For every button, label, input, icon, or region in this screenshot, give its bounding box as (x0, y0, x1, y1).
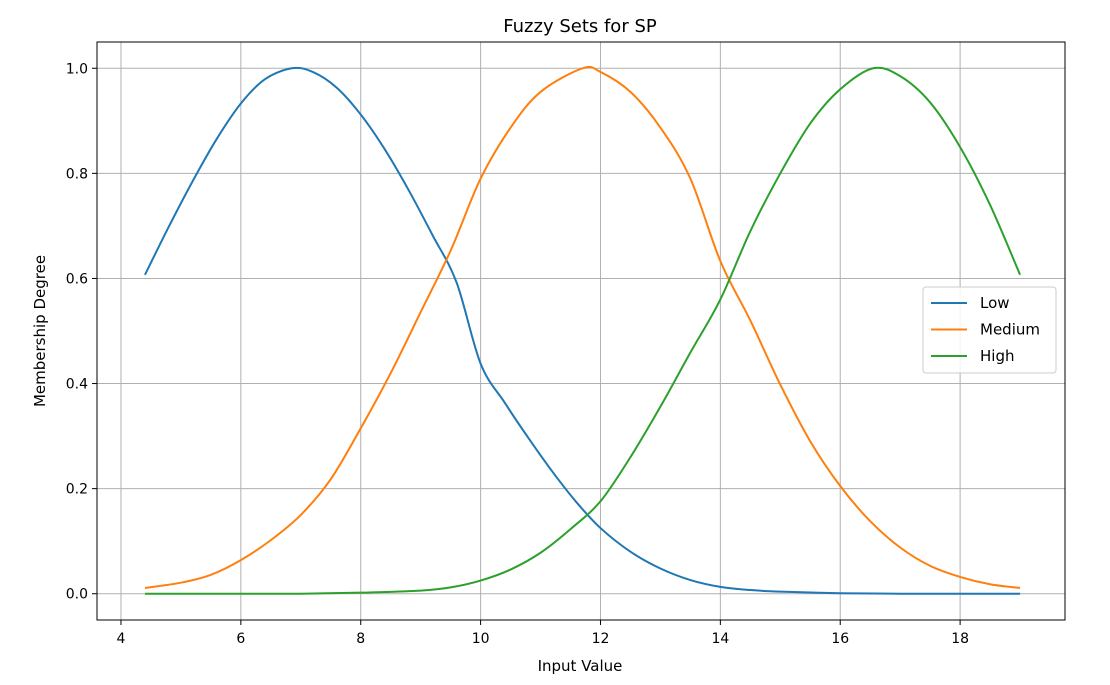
y-tick-label: 0.4 (66, 377, 88, 393)
legend-label-low: Low (980, 294, 1010, 312)
x-axis-ticks: 4 6 8 10 12 14 16 18 (117, 620, 969, 647)
legend-label-high: High (980, 347, 1014, 365)
legend-box (922, 286, 1057, 374)
series-layer (144, 65, 1021, 595)
y-axis-label: Membership Degree (31, 255, 49, 407)
x-tick-label: 6 (236, 631, 245, 647)
series-line-low (144, 66, 1021, 595)
x-tick-label: 14 (711, 631, 729, 647)
series-line-medium (144, 65, 1021, 589)
y-axis-ticks: 0.0 0.2 0.4 0.6 0.8 1.0 (66, 61, 97, 603)
x-tick-label: 12 (592, 631, 610, 647)
legend-label-medium: Medium (980, 321, 1040, 339)
y-tick-label: 0.8 (66, 166, 88, 182)
x-tick-label: 4 (117, 631, 126, 647)
x-tick-label: 10 (472, 631, 490, 647)
x-tick-label: 18 (951, 631, 969, 647)
x-tick-label: 16 (831, 631, 849, 647)
x-tick-label: 8 (356, 631, 365, 647)
y-tick-label: 1.0 (66, 61, 88, 77)
x-axis-label: Input Value (538, 657, 623, 675)
plot-frame (96, 41, 1066, 621)
y-tick-label: 0.0 (66, 587, 88, 603)
chart-title: Fuzzy Sets for SP (503, 16, 657, 37)
y-tick-label: 0.2 (66, 482, 88, 498)
legend: Low Medium High (922, 286, 1057, 374)
y-tick-label: 0.6 (66, 271, 88, 287)
series-line-high (144, 66, 1021, 595)
